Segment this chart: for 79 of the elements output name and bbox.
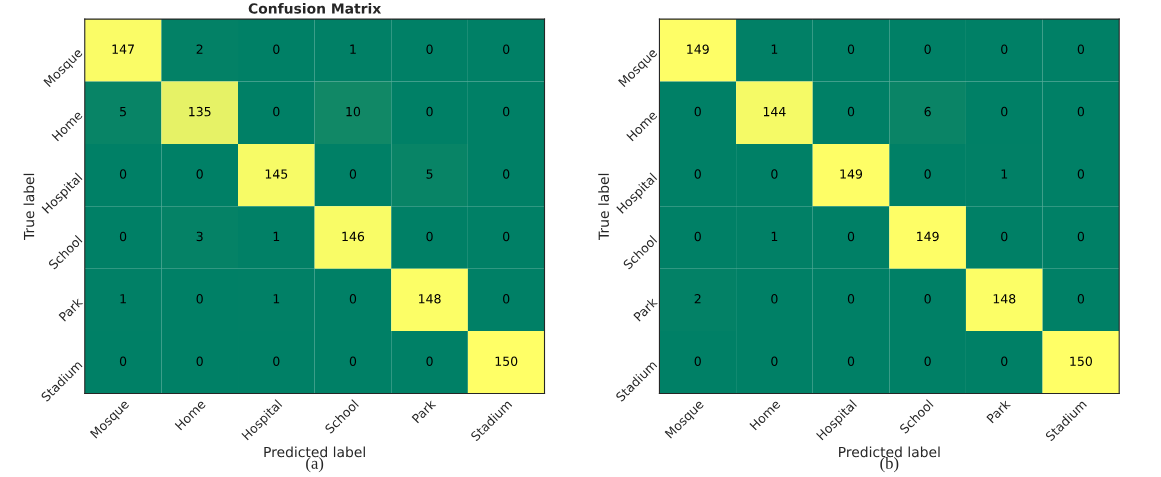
data-label: 0	[1077, 106, 1085, 117]
data-label: 0	[847, 106, 855, 117]
data-label: 146	[342, 231, 365, 242]
data-label: 0	[694, 231, 701, 242]
text: (b)	[880, 457, 899, 473]
data-label: 0	[924, 356, 931, 366]
data-label: 135	[189, 106, 211, 117]
text: (a)	[306, 457, 324, 473]
data-label: 0	[847, 294, 855, 304]
data-label: 0	[426, 106, 433, 117]
data-label: 0	[273, 44, 280, 54]
data-label: 0	[1001, 356, 1008, 366]
data-label: 0	[694, 106, 701, 117]
data-label: 1	[771, 44, 778, 54]
data-label: 0	[1001, 44, 1008, 54]
data-label: 0	[771, 356, 778, 366]
data-label: 0	[924, 44, 931, 54]
data-label: 148	[419, 294, 441, 304]
data-label: 0	[273, 356, 280, 366]
data-label: 3	[196, 231, 203, 242]
data-label: 0	[1077, 44, 1085, 54]
data-label: 0	[1001, 231, 1008, 242]
data-label: 0	[503, 106, 510, 117]
data-label: 0	[196, 294, 203, 304]
data-label: 149	[917, 231, 939, 242]
data-label: 150	[495, 356, 518, 366]
data-label: 149	[840, 169, 863, 179]
data-label: 149	[687, 44, 709, 54]
data-label: 0	[503, 231, 510, 242]
data-label: 0	[1077, 294, 1085, 304]
y-axis-title: True label	[598, 173, 609, 241]
data-label: 2	[196, 44, 203, 54]
data-label: 0	[503, 44, 510, 54]
data-label: 0	[694, 169, 701, 179]
data-label: 147	[112, 44, 134, 54]
data-label: 2	[694, 294, 701, 304]
data-label: 0	[349, 356, 357, 366]
data-label: 0	[426, 44, 433, 54]
data-label: 1	[120, 294, 126, 304]
x-axis-title: Predicted label	[839, 446, 940, 458]
data-label: 0	[426, 356, 433, 366]
data-label: 144	[763, 107, 786, 117]
data-label: 145	[265, 169, 288, 179]
data-label: 0	[119, 169, 127, 179]
y-axis-title: True label	[23, 173, 35, 241]
data-label: 0	[349, 169, 357, 179]
x-axis-title: Predicted label	[264, 446, 365, 458]
data-label: 1	[273, 294, 280, 304]
data-label: 150	[1070, 356, 1092, 366]
data-label: 0	[847, 231, 855, 242]
data-label: 0	[1001, 106, 1008, 117]
chart-title: Confusion Matrix	[248, 2, 382, 14]
data-label: 0	[847, 44, 855, 54]
data-label: 0	[771, 169, 778, 179]
data-label: 10	[346, 106, 361, 117]
data-label: 1	[350, 44, 356, 54]
data-label: 0	[1077, 169, 1085, 179]
data-label: 0	[349, 294, 357, 304]
data-label: 0	[503, 169, 510, 179]
data-label: 0	[119, 356, 127, 366]
data-label: 1	[1001, 169, 1008, 179]
data-label: 0	[1077, 231, 1085, 242]
data-label: 0	[426, 231, 433, 242]
data-label: 0	[119, 231, 127, 242]
data-label: 0	[196, 356, 203, 366]
data-label: 148	[993, 294, 1016, 304]
data-label: 0	[694, 356, 701, 366]
data-label: 0	[924, 294, 931, 304]
data-label: 0	[273, 106, 280, 117]
data-label: 5	[426, 169, 433, 179]
data-label: 0	[196, 169, 203, 179]
data-label: 1	[771, 231, 778, 241]
data-label: 1	[273, 231, 280, 241]
data-label: 0	[924, 169, 931, 179]
data-label: 5	[120, 107, 126, 117]
data-label: 6	[924, 106, 931, 117]
data-label: 0	[503, 294, 510, 304]
data-label: 0	[847, 356, 855, 366]
data-label: 0	[771, 294, 778, 304]
